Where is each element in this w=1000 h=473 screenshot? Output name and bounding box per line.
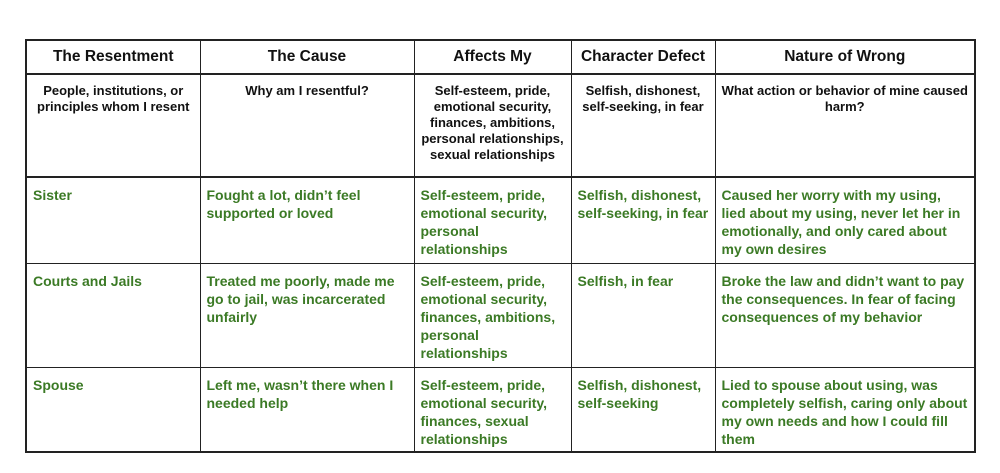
subheader-nature-of-wrong: What action or behavior of mine caused h… (714, 73, 976, 178)
table-row: Spouse Left me, wasn’t there when I need… (25, 367, 976, 453)
cell-cause: Left me, wasn’t there when I needed help (199, 367, 415, 453)
cell-affects-my: Self-esteem, pride, emotional security, … (413, 367, 572, 453)
cell-character-defect: Selfish, dishonest, self-seeking, in fea… (570, 176, 716, 264)
table-row: Sister Fought a lot, didn’t feel support… (25, 176, 976, 264)
cell-cause: Treated me poorly, made me go to jail, w… (199, 263, 415, 368)
header-nature-of-wrong: Nature of Wrong (714, 39, 976, 75)
cell-character-defect: Selfish, dishonest, self-seeking (570, 367, 716, 453)
header-row: The Resentment The Cause Affects My Char… (25, 39, 976, 75)
cell-character-defect: Selfish, in fear (570, 263, 716, 368)
cell-nature-of-wrong: Caused her worry with my using, lied abo… (714, 176, 976, 264)
cell-affects-my: Self-esteem, pride, emotional security, … (413, 263, 572, 368)
table-row: Courts and Jails Treated me poorly, made… (25, 263, 976, 368)
cell-cause: Fought a lot, didn’t feel supported or l… (199, 176, 415, 264)
resentment-inventory-table: The Resentment The Cause Affects My Char… (25, 39, 976, 453)
cell-nature-of-wrong: Lied to spouse about using, was complete… (714, 367, 976, 453)
cell-affects-my: Self-esteem, pride, emotional security, … (413, 176, 572, 264)
header-resentment: The Resentment (25, 39, 201, 75)
subheader-affects-my: Self-esteem, pride, emotional security, … (413, 73, 572, 178)
cell-nature-of-wrong: Broke the law and didn’t want to pay the… (714, 263, 976, 368)
cell-resentment: Sister (25, 176, 201, 264)
subheader-row: People, institutions, or principles whom… (25, 73, 976, 178)
header-character-defect: Character Defect (570, 39, 716, 75)
cell-resentment: Spouse (25, 367, 201, 453)
subheader-cause: Why am I resentful? (199, 73, 415, 178)
header-cause: The Cause (199, 39, 415, 75)
subheader-resentment: People, institutions, or principles whom… (25, 73, 201, 178)
header-affects-my: Affects My (413, 39, 572, 75)
cell-resentment: Courts and Jails (25, 263, 201, 368)
subheader-character-defect: Selfish, dishonest, self-seeking, in fea… (570, 73, 716, 178)
